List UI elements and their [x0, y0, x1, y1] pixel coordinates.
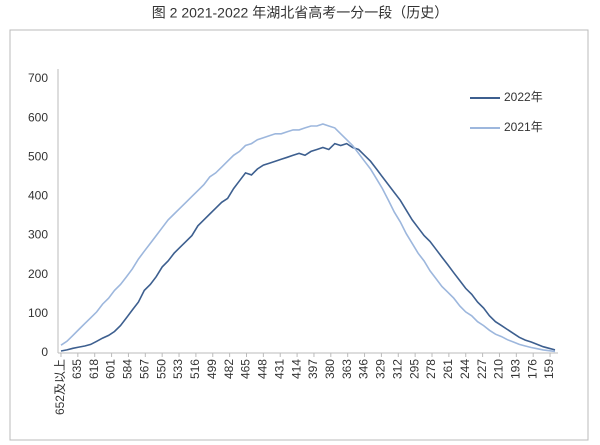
x-tick-label: 635 — [70, 359, 84, 379]
x-tick-label: 193 — [509, 359, 523, 379]
x-tick-label: 448 — [256, 359, 270, 379]
y-tick-label: 400 — [28, 189, 48, 203]
x-tick-label: 278 — [424, 359, 438, 379]
chart-border — [9, 29, 589, 441]
y-tick-label: 200 — [28, 267, 48, 281]
x-tick-label: 363 — [340, 359, 354, 379]
x-tick-label: 533 — [171, 359, 185, 379]
x-tick-label: 210 — [492, 359, 506, 379]
y-tick-label: 100 — [28, 306, 48, 320]
legend-label: 2022年 — [504, 90, 543, 104]
x-tick-label: 652及以上 — [53, 359, 67, 415]
x-tick-label: 482 — [222, 359, 236, 379]
x-tick-label: 431 — [272, 359, 286, 379]
x-tick-label: 380 — [323, 359, 337, 379]
x-tick-label: 618 — [87, 359, 101, 379]
line-series — [60, 123, 556, 353]
x-tick-label: 414 — [289, 359, 303, 379]
y-tick-label: 0 — [41, 345, 48, 359]
x-tick-label: 584 — [121, 359, 135, 379]
x-tick-label: 329 — [374, 359, 388, 379]
x-tick-label: 261 — [441, 359, 455, 379]
x-tick-label: 346 — [357, 359, 371, 379]
y-tick-label: 600 — [28, 110, 48, 124]
legend-label: 2021年 — [504, 120, 543, 134]
y-tick-label: 300 — [28, 228, 48, 242]
x-tick-label: 567 — [137, 359, 151, 379]
line-series — [60, 142, 556, 352]
x-tick-label: 516 — [188, 359, 202, 379]
x-tick-label: 312 — [390, 359, 404, 379]
x-tick-label: 227 — [475, 359, 489, 379]
x-tick-label: 465 — [239, 359, 253, 379]
x-tick-label: 550 — [154, 359, 168, 379]
chart-title: 图 2 2021-2022 年湖北省高考一分一段（历史） — [152, 5, 448, 21]
y-tick-label: 700 — [28, 71, 48, 85]
y-tick-label: 500 — [28, 149, 48, 163]
x-tick-label: 601 — [104, 359, 118, 379]
x-tick-label: 159 — [542, 359, 556, 379]
x-tick-label: 499 — [205, 359, 219, 379]
x-tick-label: 176 — [525, 359, 539, 379]
x-tick-label: 397 — [306, 359, 320, 379]
x-tick-label: 295 — [407, 359, 421, 379]
x-tick-label: 244 — [458, 359, 472, 379]
